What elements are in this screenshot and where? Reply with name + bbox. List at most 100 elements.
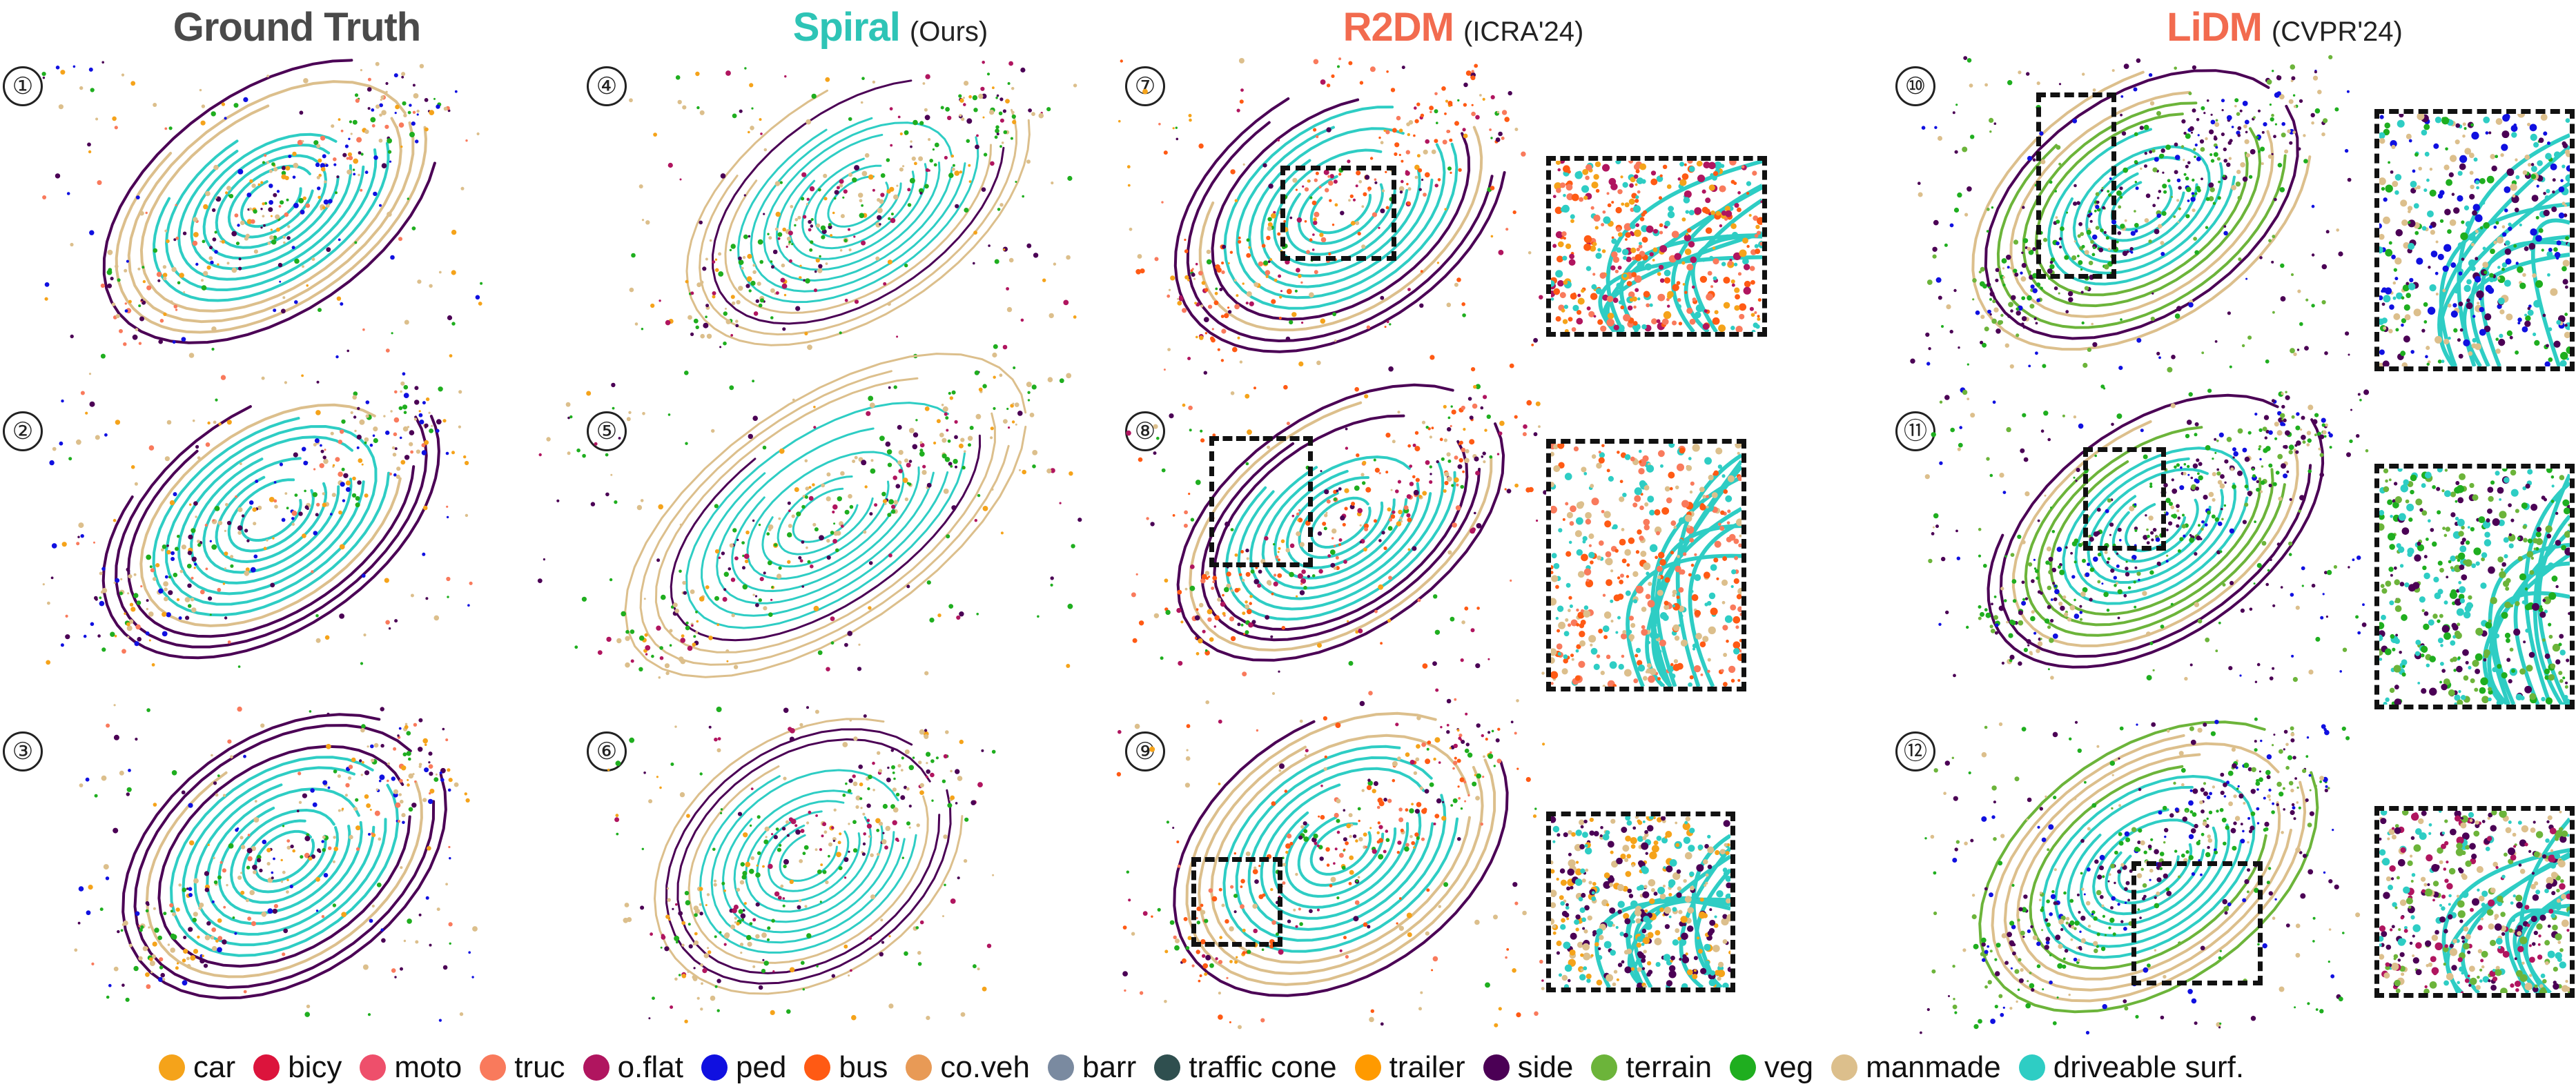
lidar-point (2275, 471, 2280, 475)
lidar-point (928, 169, 930, 172)
lidar-point (235, 242, 240, 246)
lidar-ring (206, 787, 363, 925)
lidar-point (1017, 411, 1023, 416)
lidar-point (1490, 95, 1495, 99)
lidar-ring (165, 139, 378, 292)
lidar-point (2285, 743, 2289, 747)
lidar-point (1401, 179, 1404, 184)
lidar-point (2108, 873, 2111, 876)
lidar-point (1335, 566, 1340, 571)
lidar-point (1953, 796, 1958, 801)
lidar-point (468, 951, 471, 954)
lidar-point (1444, 208, 1447, 210)
lidar-point (1397, 841, 1402, 845)
lidar-point (1218, 1014, 1223, 1020)
lidar-point (2287, 129, 2291, 133)
lidar-point (365, 414, 369, 418)
lidar-point (1431, 426, 1434, 430)
lidar-point (2210, 113, 2213, 116)
lidar-point (2090, 239, 2094, 244)
lidar-point (352, 476, 356, 481)
lidar-point (2234, 98, 2239, 103)
lidar-point (2348, 353, 2350, 356)
lidar-point (1475, 471, 1480, 475)
lidar-point (2018, 610, 2023, 616)
lidar-point (2269, 676, 2274, 680)
lidar-point (2246, 890, 2250, 894)
lidar-point (1200, 910, 1206, 915)
lidar-point (2118, 205, 2122, 209)
lidar-point (1212, 433, 1216, 437)
lidar-point (1238, 1025, 1242, 1030)
lidar-point (387, 779, 389, 783)
lidar-point (1454, 756, 1457, 760)
lidar-point (1380, 141, 1384, 145)
lidar-ring (165, 424, 378, 606)
lidar-point (863, 530, 867, 534)
lidar-point (879, 952, 884, 956)
lidar-point (2183, 471, 2187, 475)
lidar-point (700, 1008, 703, 1011)
lidar-point (409, 104, 412, 107)
lidar-point (848, 248, 852, 252)
lidar-point (2116, 552, 2119, 555)
lidar-point (1433, 757, 1436, 761)
lidar-point (811, 93, 817, 99)
lidar-point (945, 730, 949, 734)
point-cloud-scene-1 (41, 59, 483, 359)
lidar-point (1480, 406, 1484, 410)
lidar-point (2164, 835, 2167, 838)
lidar-point (2213, 136, 2218, 141)
ring-group (629, 61, 1077, 359)
lidar-point (919, 920, 924, 925)
lidar-point (2033, 631, 2037, 635)
lidar-point (2170, 505, 2175, 509)
lidar-point (2274, 898, 2277, 901)
lidar-point (691, 624, 694, 627)
lidar-point (836, 531, 841, 536)
lidar-point (2134, 527, 2138, 531)
lidar-point (1245, 604, 1250, 609)
lidar-point (225, 502, 228, 507)
lidar-point (1378, 854, 1384, 860)
lidar-point (303, 460, 309, 466)
lidar-point (973, 964, 977, 969)
lidar-ring (1211, 98, 1471, 321)
lidar-point (2252, 468, 2255, 471)
lidar-point (2356, 434, 2360, 438)
lidar-point (381, 938, 386, 943)
lidar-point (1538, 425, 1541, 429)
lidar-point (1372, 212, 1377, 217)
lidar-point (226, 186, 231, 191)
lidar-point (402, 752, 407, 757)
ring-group (41, 59, 483, 359)
lidar-point (2049, 563, 2051, 566)
lidar-point (833, 522, 836, 525)
lidar-point (1504, 488, 1507, 491)
lidar-point (240, 890, 245, 895)
lidar-point (537, 578, 543, 583)
lidar-point (866, 818, 870, 823)
lidar-point (2206, 795, 2211, 800)
lidar-point (2256, 487, 2260, 492)
lidar-point (1413, 134, 1416, 137)
lidar-point (983, 153, 988, 157)
lidar-point (1200, 429, 1203, 433)
lidar-point (1406, 513, 1411, 518)
lidar-point (1348, 882, 1352, 885)
lidar-point (1291, 514, 1295, 518)
lidar-point (650, 932, 653, 936)
lidar-point (830, 234, 833, 237)
lidar-point (1378, 539, 1382, 542)
lidar-point (1953, 998, 1955, 1001)
lidar-point (1002, 109, 1006, 113)
lidar-point (1213, 625, 1216, 628)
lidar-point (831, 826, 835, 829)
lidar-point (1274, 573, 1277, 577)
lidar-point (424, 767, 429, 773)
lidar-point (730, 295, 735, 299)
lidar-point (1444, 480, 1449, 486)
lidar-point (2198, 462, 2203, 466)
lidar-point (322, 492, 325, 495)
lidar-point (843, 239, 848, 243)
